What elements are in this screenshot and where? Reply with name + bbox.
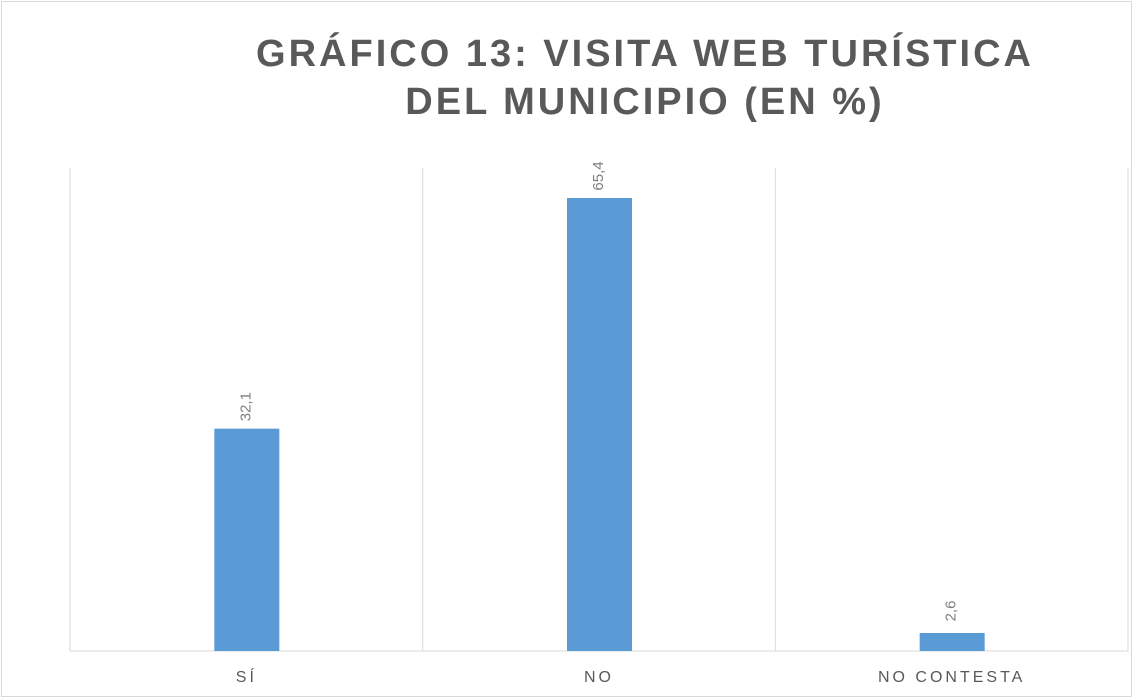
data-label: 2,6 (943, 601, 960, 622)
data-label: 32,1 (237, 392, 254, 421)
x-tick-label: NO (584, 669, 614, 686)
x-tick-label: NO CONTESTA (878, 669, 1025, 686)
chart-title: GRÁFICO 13: VISITA WEB TURÍSTICA DEL MUN… (256, 33, 1034, 123)
bar (919, 632, 985, 651)
bar (214, 428, 280, 651)
data-label: 65,4 (590, 161, 607, 190)
x-tick-label: SÍ (236, 667, 257, 686)
bar (567, 198, 632, 651)
